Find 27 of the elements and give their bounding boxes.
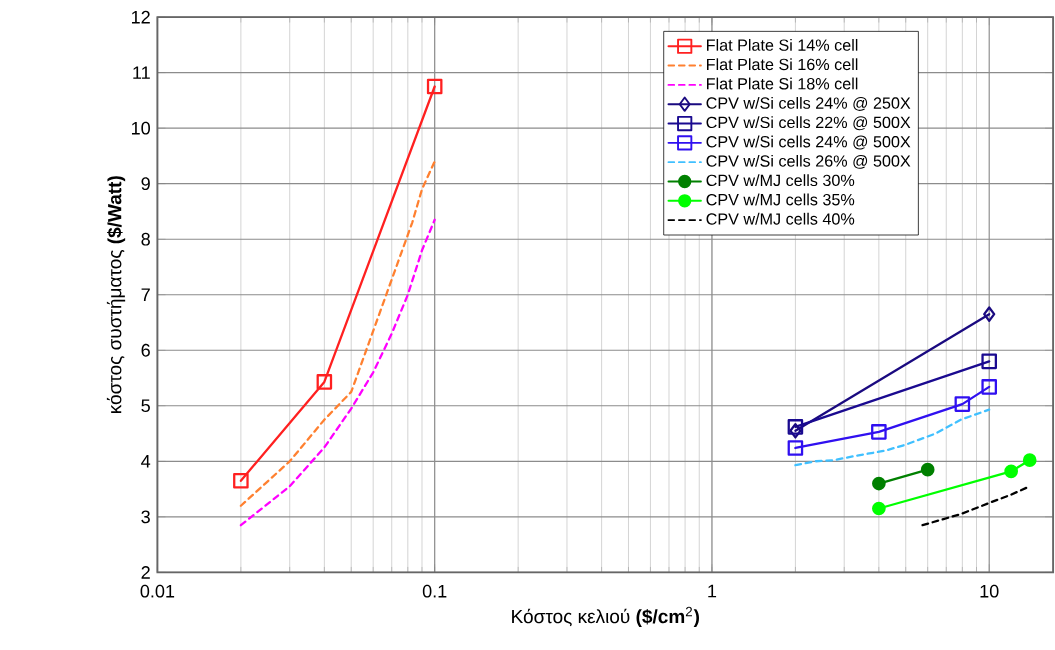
y-axis-title: κόστος συστήματος ($/Watt) <box>106 175 126 413</box>
legend-label: CPV w/MJ cells 35% <box>706 193 855 206</box>
y-tick-label: 3 <box>141 510 150 524</box>
y-tick-label: 5 <box>141 399 150 412</box>
y-tick-label: 12 <box>131 10 150 24</box>
y-tick-label: 7 <box>141 288 150 301</box>
x-tick-label: 1 <box>708 584 717 598</box>
legend-label: CPV w/MJ cells 30% <box>706 174 855 186</box>
legend-label: CPV w/MJ cells 40% <box>706 212 855 225</box>
y-tick-label: 4 <box>141 454 151 468</box>
legend-label: Flat Plate Si 16% cell <box>707 58 858 70</box>
legend-label: Flat Plate Si 14% cell <box>707 38 858 51</box>
x-axis-title: Κόστος κελιού ($/cm$^{2}$) <box>512 606 699 627</box>
y-tick-label: 11 <box>133 66 150 79</box>
x-tick-label: 0.1 <box>422 584 447 598</box>
x-tick-label: 0.01 <box>140 584 175 598</box>
legend-label: CPV w/Si cells 26% @ 500X <box>706 154 911 169</box>
y-tick-label: 6 <box>141 343 150 357</box>
x-tick-label: 10 <box>980 584 999 598</box>
legend-label: CPV w/Si cells 24% @ 250X <box>706 96 911 111</box>
y-tick-label: 9 <box>141 177 150 190</box>
legend-label: CPV w/Si cells 24% @ 500X <box>706 135 911 150</box>
y-tick-label: 10 <box>131 121 150 135</box>
legend-label: CPV w/Si cells 22% @ 500X <box>706 116 911 131</box>
legend-label: Flat Plate Si 18% cell <box>707 77 858 90</box>
y-tick-label: 2 <box>141 565 150 579</box>
y-tick-label: 8 <box>141 232 150 246</box>
